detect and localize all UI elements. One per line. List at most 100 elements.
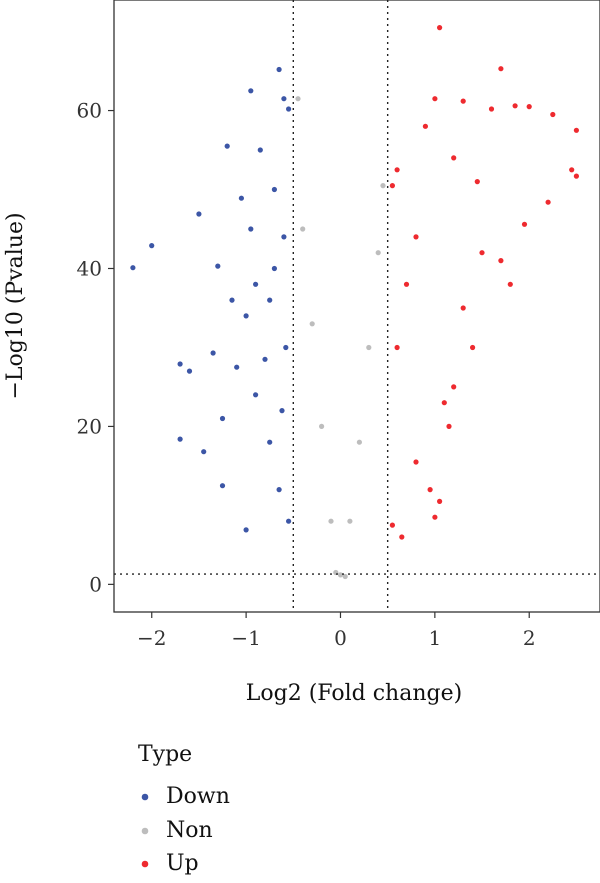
point-down-22 — [257, 147, 263, 153]
point-non-10 — [347, 518, 353, 524]
legend-marker-up — [141, 860, 149, 868]
legend-label-up: Up — [166, 851, 199, 876]
x-axis-title: Log2 (Fold change) — [246, 681, 462, 706]
point-down-0 — [130, 265, 136, 271]
point-down-2 — [177, 361, 183, 367]
point-up-34 — [451, 155, 457, 161]
point-down-9 — [219, 415, 226, 422]
point-down-28 — [276, 487, 282, 493]
legend-marker-down — [141, 793, 149, 801]
point-up-22 — [413, 459, 419, 465]
point-up-8 — [550, 111, 556, 118]
point-down-16 — [253, 281, 259, 287]
y-axis: 0 20 40 60 — [77, 99, 114, 596]
point-down-13 — [238, 195, 244, 201]
point-up-28 — [460, 305, 466, 311]
y-axis-title: −Log10 (Pvalue) — [3, 212, 28, 399]
point-down-1 — [149, 243, 155, 249]
point-up-10 — [488, 106, 495, 112]
legend: Type Down Non Up — [138, 742, 230, 876]
x-tick-label-2: 0 — [334, 626, 347, 650]
point-down-31 — [279, 408, 285, 414]
point-non-11 — [300, 226, 306, 232]
legend-label-non: Non — [166, 818, 213, 843]
point-non-0 — [337, 572, 344, 578]
point-down-14 — [243, 527, 249, 533]
point-down-7 — [210, 350, 216, 356]
point-down-4 — [186, 368, 193, 374]
point-up-24 — [389, 522, 395, 528]
point-down-27 — [267, 439, 273, 445]
point-up-31 — [498, 258, 504, 264]
threshold-lines — [114, 0, 600, 612]
point-non-6 — [366, 344, 372, 351]
x-axis: −2 −1 0 1 2 — [137, 612, 536, 650]
point-up-3 — [569, 167, 575, 173]
point-up-6 — [521, 221, 528, 227]
point-down-8 — [215, 263, 221, 269]
point-up-33 — [474, 179, 480, 185]
point-up-12 — [432, 96, 438, 102]
point-up-16 — [441, 400, 447, 406]
point-down-3 — [177, 436, 183, 442]
point-down-10 — [219, 483, 226, 489]
point-down-26 — [253, 392, 259, 398]
point-non-8 — [356, 439, 362, 445]
point-up-25 — [394, 344, 400, 351]
point-up-23 — [399, 534, 405, 540]
point-up-17 — [446, 423, 452, 429]
point-up-30 — [470, 344, 476, 351]
point-down-6 — [201, 449, 207, 455]
point-non-5 — [309, 321, 315, 327]
point-down-5 — [196, 211, 202, 217]
point-down-18 — [267, 297, 273, 303]
x-tick-label-1: −1 — [231, 626, 260, 650]
point-up-27 — [413, 234, 419, 240]
point-up-4 — [573, 173, 580, 179]
legend-title: Type — [138, 742, 192, 767]
x-tick-label-3: 1 — [428, 626, 441, 650]
plot-panel — [113, 0, 600, 613]
point-up-0 — [437, 25, 443, 31]
point-down-25 — [243, 313, 249, 319]
point-down-29 — [286, 518, 292, 524]
point-down-12 — [234, 364, 240, 370]
x-tick-label-0: −2 — [137, 626, 166, 650]
point-up-5 — [545, 199, 551, 205]
point-up-1 — [498, 66, 504, 72]
point-down-23 — [271, 186, 277, 193]
point-up-26 — [403, 281, 410, 287]
point-down-33 — [248, 226, 254, 232]
points-layer — [130, 25, 580, 580]
point-up-11 — [460, 98, 466, 104]
point-up-18 — [451, 384, 457, 390]
point-up-32 — [507, 281, 513, 287]
point-up-29 — [479, 250, 485, 256]
point-non-1 — [342, 573, 348, 580]
legend-label-down: Down — [166, 784, 230, 809]
point-down-32 — [271, 265, 277, 272]
point-up-21 — [427, 487, 433, 493]
point-down-19 — [276, 66, 282, 73]
point-up-13 — [422, 123, 428, 129]
point-down-21 — [286, 106, 292, 112]
point-down-17 — [262, 356, 268, 362]
point-up-9 — [512, 103, 518, 109]
point-up-20 — [432, 514, 438, 520]
point-down-34 — [229, 297, 235, 303]
y-tick-label-0: 0 — [89, 572, 102, 596]
point-up-7 — [526, 104, 532, 110]
point-non-9 — [328, 518, 334, 524]
point-non-4 — [380, 183, 386, 189]
point-down-20 — [281, 96, 287, 102]
y-tick-label-1: 20 — [77, 414, 102, 438]
y-tick-label-2: 40 — [77, 256, 102, 280]
point-up-14 — [394, 167, 400, 173]
point-down-15 — [248, 88, 254, 94]
point-up-19 — [437, 498, 443, 504]
point-down-24 — [281, 234, 287, 240]
x-tick-label-4: 2 — [523, 626, 536, 650]
point-up-15 — [389, 183, 395, 189]
point-down-11 — [224, 143, 230, 149]
